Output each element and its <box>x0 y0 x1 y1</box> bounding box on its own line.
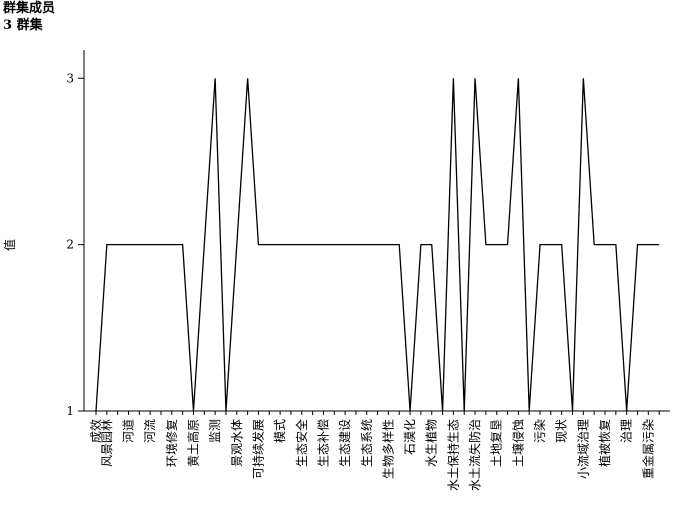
x-tick-label: 景观水体 <box>230 419 244 467</box>
x-tick-label: 环境修复 <box>164 419 179 467</box>
chart-subtitle: 3 群集 <box>3 17 44 33</box>
x-tick-label: 生态补偿 <box>315 419 330 467</box>
x-tick-label: 小流域治理 <box>576 419 590 479</box>
x-tick-label: 河道 <box>121 419 135 443</box>
x-tick-label: 黄土高原 <box>185 419 200 467</box>
x-tick-label: 水土流失防治 <box>467 419 482 491</box>
x-tick-label: 模式 <box>273 419 287 443</box>
x-tick-label: 风景园林 <box>100 419 114 467</box>
x-tick-label: 水土保持生态 <box>445 419 460 491</box>
y-tick-label: 2 <box>66 238 74 252</box>
y-tick-label: 3 <box>66 71 74 85</box>
x-tick-label: 土壤侵蚀 <box>510 419 525 467</box>
x-tick-label: 重金属污染 <box>640 419 655 479</box>
x-tick-label: 现状 <box>555 419 569 443</box>
x-tick-label: 生态安全 <box>294 419 309 467</box>
x-tick-label: 生物多样性 <box>380 419 395 479</box>
x-tick-label: 水生植物 <box>424 419 439 467</box>
y-tick-label: 1 <box>66 404 74 418</box>
y-axis-label: 值 <box>2 239 17 251</box>
x-tick-label: 成效 <box>88 419 103 443</box>
x-tick-label: 治理 <box>620 419 634 443</box>
chart-title: 群集成员 <box>3 0 55 16</box>
x-tick-label: 生态系统 <box>360 419 374 467</box>
x-tick-label: 污染 <box>532 419 547 443</box>
x-tick-label: 植被恢复 <box>597 419 612 467</box>
x-tick-label: 生态建设 <box>338 419 352 467</box>
data-line <box>95 78 660 412</box>
x-tick-label: 河流 <box>143 419 157 443</box>
x-tick-label: 土地复垦 <box>490 419 504 467</box>
x-tick-label: 监测 <box>208 419 222 443</box>
x-tick-label: 石漠化 <box>403 419 417 455</box>
x-tick-label: 可持续发展 <box>250 419 265 479</box>
